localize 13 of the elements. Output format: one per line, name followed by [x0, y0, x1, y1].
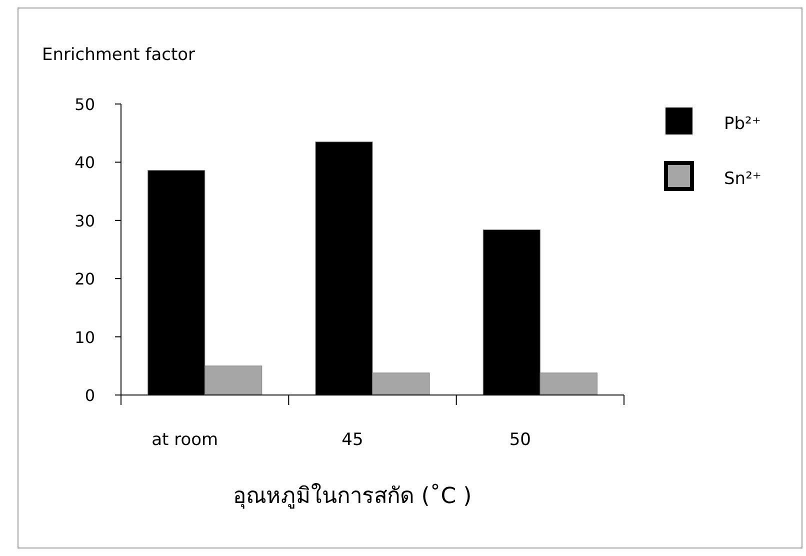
- y-axis-title: Enrichment factor: [42, 45, 196, 65]
- y-tick-label: 50: [74, 95, 95, 114]
- y-tick-label: 10: [74, 328, 95, 347]
- y-tick-label: 40: [74, 153, 95, 172]
- x-tick-label: 50: [509, 430, 531, 450]
- x-tick-label: at room: [152, 430, 218, 450]
- legend-label: Pb²⁺: [724, 114, 761, 134]
- y-tick-label: 20: [74, 270, 95, 289]
- y-tick-label: 30: [74, 211, 95, 230]
- legend-label: Sn²⁺: [724, 169, 762, 189]
- x-tick-label: 45: [342, 430, 364, 450]
- x-axis-title: อุณหภูมิในการสกัด (˚C ): [233, 483, 472, 509]
- y-tick-label: 0: [84, 386, 95, 405]
